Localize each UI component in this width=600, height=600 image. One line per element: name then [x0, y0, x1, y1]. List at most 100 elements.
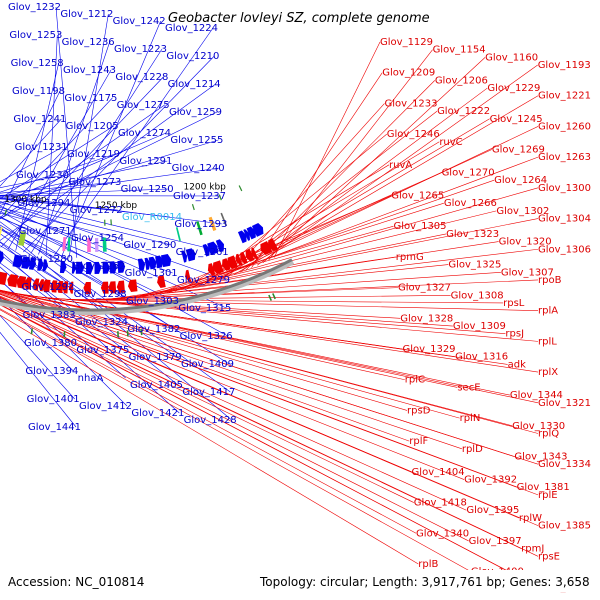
accession-box — [0, 570, 125, 592]
gene-label: Glov_1275 — [117, 100, 170, 111]
cog-gene-block — [175, 227, 181, 242]
gene-label: Glov_1266 — [444, 198, 497, 209]
cog-gene-block — [102, 237, 107, 252]
outer-mark — [30, 328, 33, 335]
gene-label: Glov_1392 — [464, 475, 517, 486]
leader-line — [144, 210, 497, 297]
gene-label: Glov_1382 — [127, 324, 180, 335]
gene-label: Glov_1221 — [538, 91, 591, 102]
gene-label: Glov_1409 — [181, 359, 234, 370]
forward-gene — [127, 279, 138, 292]
forward-gene — [68, 281, 74, 294]
forward-gene — [42, 279, 51, 292]
forward-gene — [222, 258, 231, 271]
leader-line — [0, 167, 220, 199]
leader-line — [100, 264, 449, 301]
gene-label: rpmJ — [521, 544, 544, 555]
gene-label: Glov_1325 — [448, 260, 501, 271]
reverse-gene — [155, 255, 164, 269]
gene-label: Glov_1380 — [24, 338, 77, 349]
reverse-gene — [215, 239, 224, 253]
gene-label: adk — [508, 359, 526, 370]
feature-rings — [0, 185, 278, 338]
gene-label: Glov_1328 — [400, 313, 453, 324]
leader-line — [45, 34, 58, 256]
leader-line — [51, 297, 453, 327]
leader-line — [0, 160, 168, 197]
forward-gene — [16, 275, 27, 289]
gene-label: Glov_1301 — [125, 268, 178, 279]
forward-gene — [7, 274, 19, 288]
forward-gene — [0, 271, 8, 286]
backbone-arc-shadow — [0, 258, 295, 315]
gene-label: Glov_1241 — [13, 114, 66, 125]
leader-line — [0, 83, 216, 241]
gc-skew-mark — [238, 185, 243, 192]
gene-label: Glov_1290 — [123, 240, 176, 251]
gene-label: Glov_1193 — [538, 60, 591, 71]
leader-line — [0, 139, 219, 206]
genome-backbone — [0, 258, 295, 315]
gene-label: Glov_1154 — [433, 45, 486, 56]
forward-gene — [235, 253, 243, 266]
gene-label: Glov_1379 — [129, 352, 182, 363]
leader-line — [30, 48, 163, 254]
leader-line — [0, 224, 176, 330]
leader-line — [0, 198, 66, 204]
gene-label: rplA — [538, 306, 558, 317]
leader-line — [68, 13, 109, 258]
gene-label: Glov_1254 — [71, 233, 124, 244]
gene-label: Glov_1291 — [119, 156, 172, 167]
gene-label: ruvA — [389, 160, 412, 171]
leader-line — [0, 132, 167, 204]
leader-line — [0, 308, 417, 534]
kbp-tick-label: 1200 kbp — [183, 182, 226, 192]
leader-line — [2, 290, 458, 388]
gene-label: rplQ — [538, 428, 559, 439]
leader-line — [76, 295, 451, 301]
leader-line — [0, 280, 73, 344]
leader-line — [0, 197, 171, 218]
leader-line — [257, 64, 538, 266]
gene-label: Glov_1441 — [28, 422, 81, 433]
gene-label: rplB — [418, 559, 438, 570]
leader-line — [192, 149, 493, 288]
leader-line — [228, 103, 385, 277]
gene-label: Glov_1229 — [487, 83, 540, 94]
cog-gene-block — [67, 237, 71, 252]
leader-line — [251, 72, 383, 268]
gene-label: Glov_1270 — [442, 167, 495, 178]
gene-label: Glov_1329 — [403, 344, 456, 355]
forward-gene — [157, 275, 166, 288]
gene-label: Glov_1327 — [398, 283, 451, 294]
reverse-gene — [117, 260, 126, 273]
leader-line — [0, 201, 226, 281]
forward-gene — [32, 278, 40, 291]
leader-line — [0, 291, 539, 465]
reverse-gene — [185, 248, 196, 262]
leader-line — [0, 303, 539, 588]
gene-label: Glov_1303 — [126, 296, 179, 307]
forward-gene — [227, 255, 239, 269]
leader-line — [0, 289, 539, 404]
kbp-tick-label: 1250 kbp — [95, 201, 138, 211]
gene-label: Glov_1300 — [538, 183, 591, 194]
reverse-gene — [71, 261, 77, 274]
reverse-gene — [202, 244, 210, 257]
gene-label: Glov_1205 — [66, 121, 119, 132]
leader-line — [55, 6, 78, 258]
gene-label: Glov_1209 — [382, 68, 435, 79]
gene-label: Glov_1279 — [177, 275, 230, 286]
reverse-gene — [94, 261, 102, 274]
leader-line — [61, 20, 161, 258]
gene-label: Glov_1306 — [538, 244, 591, 255]
leader-line — [131, 225, 394, 299]
gene-label: Glov_1320 — [499, 237, 552, 248]
gene-label: Glov_R0014 — [122, 212, 182, 223]
leader-line — [0, 290, 460, 419]
leader-line — [0, 278, 128, 407]
gene-label: Glov_1401 — [27, 394, 80, 405]
gene-label: rplD — [462, 444, 483, 455]
gene-label: Glov_1242 — [113, 16, 166, 27]
